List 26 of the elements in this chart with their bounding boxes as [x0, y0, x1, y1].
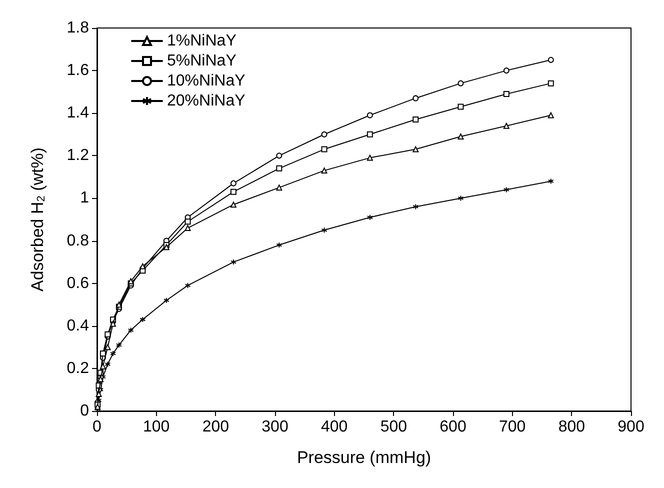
y-tick-label: 0.8: [66, 232, 90, 250]
x-tick-label: 900: [618, 418, 644, 436]
legend-label: 20%NiNaY: [167, 92, 246, 110]
x-tick-label: 500: [380, 418, 408, 436]
y-tick-label: 1.8: [66, 20, 90, 36]
y-tick-label: 0: [80, 402, 90, 420]
y-tick-label: 0.4: [66, 317, 90, 334]
x-tick-label: 0: [92, 418, 102, 436]
legend-label: 5%NiNaY: [167, 52, 237, 70]
y-tick-label: 0.6: [66, 274, 90, 292]
y-tick-label: 1.2: [66, 147, 90, 164]
y-tick-label: 1.6: [66, 62, 90, 80]
x-tick-label: 400: [320, 418, 348, 436]
x-tick-label: 200: [202, 418, 230, 436]
y-axis-title: Adsorbed H2 (wt%): [28, 147, 48, 292]
x-axis-title: Pressure (mmHg): [296, 448, 432, 467]
x-tick-label: 300: [262, 418, 288, 436]
y-tick-label: 1.4: [66, 104, 90, 122]
y-tick-label: 0.2: [66, 360, 90, 377]
legend-label: 10%NiNaY: [167, 72, 246, 90]
y-tick-label: 1: [80, 190, 90, 207]
x-tick-label: 600: [440, 418, 466, 436]
x-tick-label: 800: [558, 418, 586, 436]
x-tick-label: 100: [142, 418, 170, 436]
x-tick-label: 700: [498, 418, 526, 436]
legend-label: 1%NiNaY: [167, 32, 237, 50]
